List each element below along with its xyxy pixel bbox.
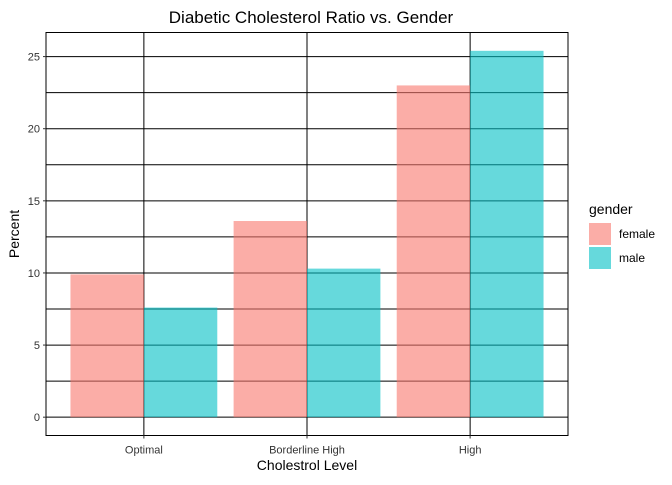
y-tick-label: 20 — [28, 124, 40, 136]
y-tick-label: 25 — [28, 52, 40, 64]
x-tick-label: High — [459, 445, 482, 457]
x-axis-ticks: Optimal Borderline High High — [125, 435, 482, 457]
bar-female-borderline-high — [233, 221, 307, 418]
bar-female-optimal — [70, 274, 144, 418]
legend-title: gender — [589, 201, 633, 217]
bar-male-optimal — [143, 307, 218, 418]
legend-items: female male — [589, 223, 655, 269]
bar-male-borderline-high — [307, 268, 381, 418]
y-axis-ticks: 0 5 10 15 20 25 — [28, 52, 46, 424]
y-tick-label: 15 — [28, 196, 40, 208]
chart-title: Diabetic Cholesterol Ratio vs. Gender — [169, 8, 454, 27]
x-axis-title: Cholestrol Level — [257, 457, 357, 473]
legend-key-male — [589, 247, 611, 269]
legend-key-female — [589, 223, 611, 245]
x-tick-label: Optimal — [125, 445, 163, 457]
y-tick-label: 5 — [34, 340, 40, 352]
y-tick-label: 10 — [28, 268, 40, 280]
y-tick-label: 0 — [34, 412, 40, 424]
y-axis-title: Percent — [6, 210, 22, 258]
legend-label-male: male — [619, 251, 645, 265]
bars — [70, 50, 544, 418]
bar-female-high — [396, 85, 471, 418]
x-tick-label: Borderline High — [269, 445, 345, 457]
bar-male-high — [470, 50, 544, 418]
legend-label-female: female — [619, 227, 655, 241]
legend: gender female male — [589, 201, 655, 269]
